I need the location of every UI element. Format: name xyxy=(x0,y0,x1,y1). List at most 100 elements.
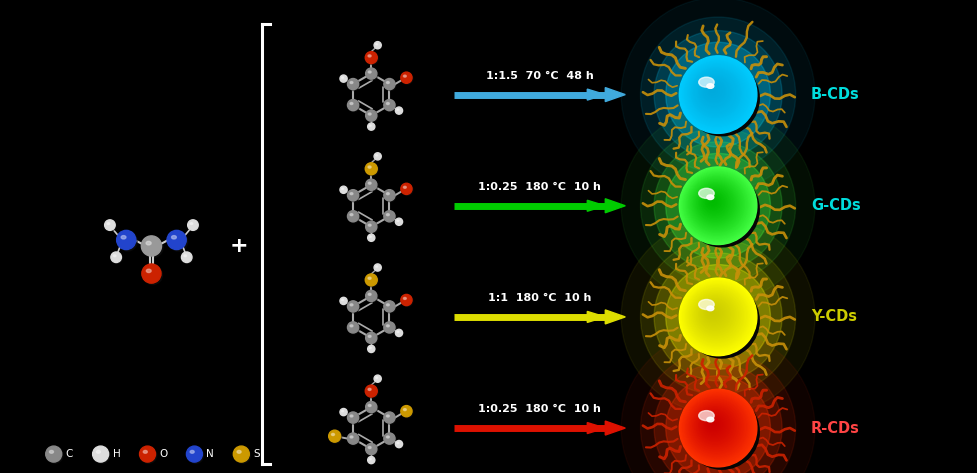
Circle shape xyxy=(690,177,743,231)
Circle shape xyxy=(328,430,341,442)
Polygon shape xyxy=(606,88,625,102)
Circle shape xyxy=(681,169,754,242)
Circle shape xyxy=(685,284,749,348)
Circle shape xyxy=(686,174,747,236)
Circle shape xyxy=(365,402,377,412)
Ellipse shape xyxy=(342,299,344,300)
Circle shape xyxy=(683,170,752,240)
Circle shape xyxy=(703,81,724,101)
Circle shape xyxy=(365,274,377,286)
Circle shape xyxy=(374,264,382,272)
Circle shape xyxy=(680,279,756,355)
Circle shape xyxy=(142,264,161,283)
Circle shape xyxy=(385,191,396,201)
Circle shape xyxy=(348,210,359,222)
Circle shape xyxy=(341,187,348,194)
Circle shape xyxy=(689,288,744,343)
Ellipse shape xyxy=(397,331,399,333)
Circle shape xyxy=(366,386,378,398)
Circle shape xyxy=(188,220,198,230)
Ellipse shape xyxy=(113,255,116,257)
Circle shape xyxy=(401,294,412,306)
Circle shape xyxy=(699,410,731,441)
Circle shape xyxy=(700,299,730,329)
Circle shape xyxy=(349,211,360,223)
Circle shape xyxy=(654,31,783,158)
Circle shape xyxy=(703,414,725,436)
Ellipse shape xyxy=(342,411,344,412)
Ellipse shape xyxy=(387,325,389,327)
Circle shape xyxy=(374,153,382,160)
Circle shape xyxy=(366,403,378,413)
Ellipse shape xyxy=(376,44,377,45)
Circle shape xyxy=(168,232,188,251)
Circle shape xyxy=(706,417,720,431)
Circle shape xyxy=(401,405,412,417)
Circle shape xyxy=(689,176,744,232)
Circle shape xyxy=(693,70,739,115)
Circle shape xyxy=(696,72,735,112)
Circle shape xyxy=(654,253,783,381)
Polygon shape xyxy=(587,200,606,211)
Circle shape xyxy=(348,99,359,111)
Circle shape xyxy=(341,298,348,305)
Ellipse shape xyxy=(368,182,371,184)
Circle shape xyxy=(368,123,375,131)
Circle shape xyxy=(374,264,381,271)
Circle shape xyxy=(349,79,360,90)
Circle shape xyxy=(708,197,718,207)
Circle shape xyxy=(691,68,741,118)
Circle shape xyxy=(687,64,746,123)
Circle shape xyxy=(234,447,250,463)
Circle shape xyxy=(366,275,378,287)
Ellipse shape xyxy=(147,269,151,272)
Circle shape xyxy=(702,302,726,325)
Circle shape xyxy=(702,191,726,214)
Circle shape xyxy=(621,220,815,414)
Circle shape xyxy=(385,302,396,313)
Circle shape xyxy=(47,447,63,463)
Polygon shape xyxy=(587,311,606,323)
Text: 1:0.25  180 °C  10 h: 1:0.25 180 °C 10 h xyxy=(479,404,601,414)
Polygon shape xyxy=(587,89,606,100)
Circle shape xyxy=(703,304,724,324)
Ellipse shape xyxy=(368,335,371,337)
Circle shape xyxy=(711,200,713,202)
Circle shape xyxy=(705,305,721,321)
Circle shape xyxy=(665,153,771,258)
Circle shape xyxy=(368,235,375,242)
Circle shape xyxy=(693,292,739,338)
Circle shape xyxy=(341,76,348,83)
Ellipse shape xyxy=(387,81,389,84)
Circle shape xyxy=(705,194,721,210)
Circle shape xyxy=(702,79,726,103)
Circle shape xyxy=(143,237,163,258)
Circle shape xyxy=(691,67,742,119)
Circle shape xyxy=(402,73,413,84)
Circle shape xyxy=(687,175,746,235)
Circle shape xyxy=(641,239,795,394)
Ellipse shape xyxy=(699,411,714,420)
Ellipse shape xyxy=(376,266,377,267)
Circle shape xyxy=(396,330,404,337)
Circle shape xyxy=(690,400,743,454)
Ellipse shape xyxy=(397,220,399,221)
Circle shape xyxy=(621,331,815,473)
Circle shape xyxy=(688,398,745,455)
Circle shape xyxy=(366,444,378,455)
Circle shape xyxy=(709,421,716,427)
Circle shape xyxy=(402,295,413,307)
Circle shape xyxy=(348,301,359,312)
Circle shape xyxy=(704,82,723,100)
Circle shape xyxy=(374,375,381,382)
Polygon shape xyxy=(587,422,606,434)
Circle shape xyxy=(709,310,716,315)
Circle shape xyxy=(691,178,742,230)
Circle shape xyxy=(385,323,396,334)
Circle shape xyxy=(374,376,382,383)
Circle shape xyxy=(708,419,718,429)
Circle shape xyxy=(680,168,756,244)
Circle shape xyxy=(367,456,375,464)
Circle shape xyxy=(683,281,752,351)
Circle shape xyxy=(641,350,795,473)
